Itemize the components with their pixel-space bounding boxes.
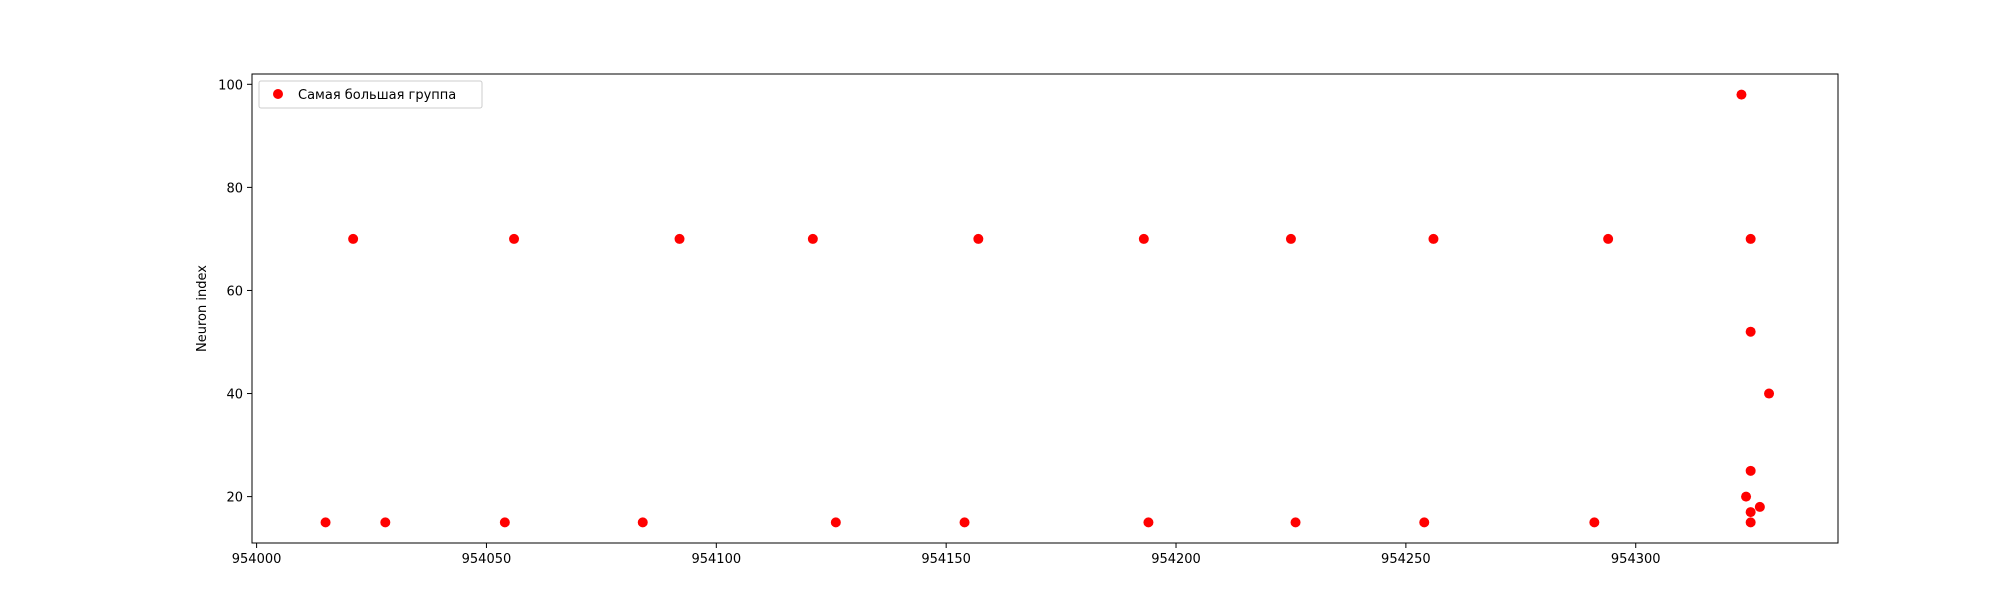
legend: Самая большая группа	[258, 80, 483, 109]
data-point	[499, 517, 510, 528]
data-point	[959, 517, 970, 528]
y-axis-label: Neuron index	[195, 265, 210, 352]
x-tick-label: 954100	[691, 552, 741, 567]
plot-area-frame	[251, 73, 1839, 544]
data-point	[1745, 517, 1756, 528]
data-point	[1745, 233, 1756, 244]
x-tick-label: 954000	[232, 552, 282, 567]
data-point	[380, 517, 391, 528]
data-point	[1290, 517, 1301, 528]
data-point	[348, 233, 359, 244]
data-point	[1741, 491, 1752, 502]
data-point	[807, 233, 818, 244]
axis-ticks: 954000 954050 954100 954150 954200 954250 9543…	[218, 78, 1660, 567]
data-point	[973, 233, 984, 244]
y-tick-label: 80	[226, 181, 243, 196]
data-point	[1745, 465, 1756, 476]
x-tick-label: 954250	[1381, 552, 1431, 567]
data-point	[1754, 501, 1765, 512]
data-points	[320, 89, 1775, 528]
legend-marker	[273, 89, 283, 99]
data-point	[1745, 326, 1756, 337]
data-point	[1143, 517, 1154, 528]
x-tick-label: 954150	[921, 552, 971, 567]
y-tick-label: 20	[226, 491, 243, 506]
y-tick-label: 40	[226, 388, 243, 403]
data-point	[1745, 507, 1756, 518]
data-point	[674, 233, 685, 244]
data-point	[509, 233, 520, 244]
data-point	[1428, 233, 1439, 244]
data-point	[320, 517, 331, 528]
x-tick-label: 954300	[1611, 552, 1661, 567]
data-point	[1419, 517, 1430, 528]
y-tick-label: 100	[218, 78, 243, 93]
legend-box	[258, 80, 483, 109]
y-tick-label: 60	[226, 284, 243, 299]
data-point	[1764, 388, 1775, 399]
data-point	[1603, 233, 1614, 244]
x-tick-label: 954050	[462, 552, 512, 567]
data-point	[637, 517, 648, 528]
legend-label: Самая большая группа	[298, 88, 456, 103]
data-point	[1285, 233, 1296, 244]
data-point	[1589, 517, 1600, 528]
data-point	[830, 517, 841, 528]
data-point	[1138, 233, 1149, 244]
x-tick-label: 954200	[1151, 552, 1201, 567]
data-point	[1736, 89, 1747, 100]
